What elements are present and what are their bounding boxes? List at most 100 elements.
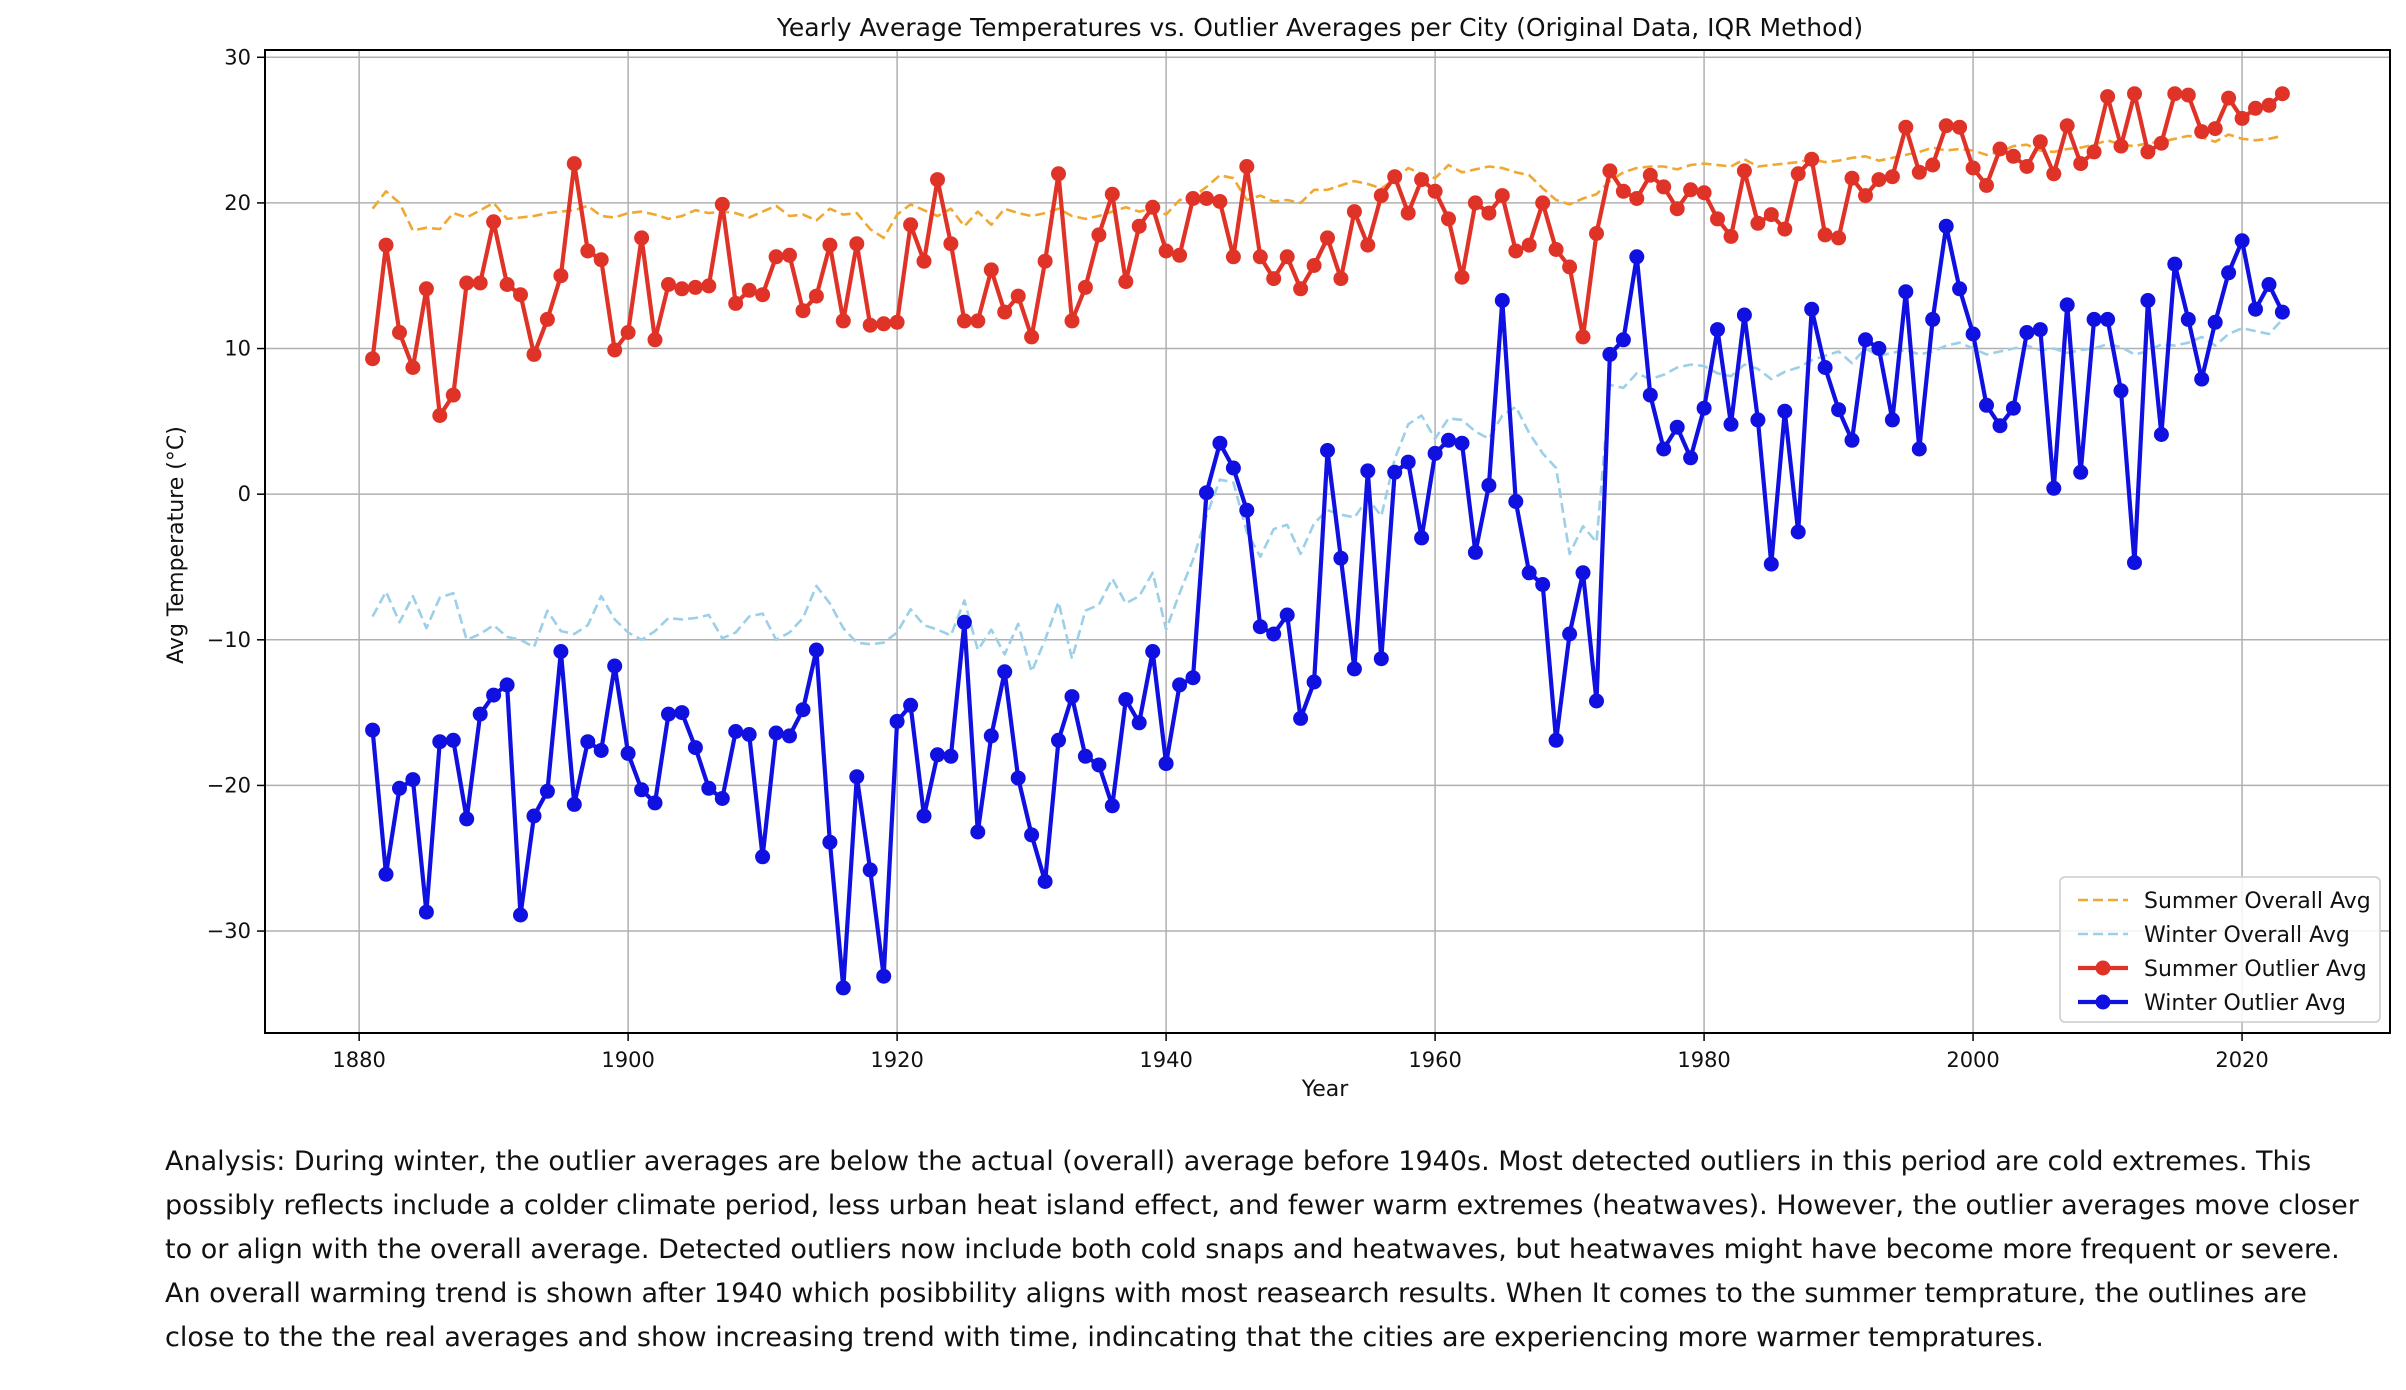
- winter-outlier-avg-point: [983, 728, 999, 744]
- winter-outlier-avg-point: [647, 795, 663, 811]
- summer-outlier-avg-point: [1293, 281, 1309, 297]
- summer-outlier-avg-point: [1884, 169, 1900, 185]
- summer-outlier-avg-point: [2207, 121, 2223, 137]
- winter-outlier-avg-point: [1602, 346, 1618, 362]
- summer-outlier-avg-point: [1871, 172, 1887, 188]
- winter-outlier-avg-point: [1024, 827, 1040, 843]
- winter-outlier-avg-point: [1683, 450, 1699, 466]
- summer-outlier-avg-point: [1521, 237, 1537, 253]
- winter-outlier-avg-point: [916, 808, 932, 824]
- summer-outlier-avg-point: [1750, 215, 1766, 231]
- winter-outlier-avg-point: [1494, 293, 1510, 308]
- y-axis: 30 20 10 0 −10 −20 −30: [207, 45, 265, 943]
- winter-outlier-avg-point: [1884, 412, 1900, 428]
- summer-outlier-avg-point: [1225, 249, 1241, 265]
- winter-outlier-avg-point: [1508, 494, 1524, 509]
- summer-outlier-avg-point: [1427, 183, 1443, 199]
- x-tick-label: 2020: [2215, 1048, 2268, 1072]
- summer-outlier-avg-point: [768, 249, 784, 265]
- summer-outlier-avg-point: [405, 360, 421, 375]
- summer-outlier-avg-point: [2127, 86, 2142, 102]
- summer-outlier-avg-point: [526, 346, 542, 362]
- winter-outlier-avg-point: [553, 644, 569, 659]
- winter-outlier-avg-point: [1669, 419, 1685, 435]
- winter-outlier-avg-point: [1656, 441, 1672, 457]
- winter-outlier-avg-point: [1804, 301, 1820, 317]
- winter-outlier-avg-point: [741, 727, 757, 742]
- summer-outlier-avg-series: [365, 86, 2290, 423]
- summer-outlier-avg-point: [580, 243, 596, 259]
- summer-outlier-avg-point: [2100, 89, 2116, 105]
- summer-outlier-avg-point: [1266, 271, 1282, 287]
- summer-outlier-avg-point: [983, 262, 999, 278]
- summer-outlier-avg-point: [1400, 205, 1416, 221]
- winter-outlier-avg-point: [2005, 400, 2021, 416]
- winter-outlier-avg-point: [1104, 798, 1120, 814]
- summer-outlier-avg-point: [593, 252, 609, 268]
- summer-outlier-avg-point: [392, 325, 407, 340]
- winter-outlier-avg-point: [2180, 311, 2196, 327]
- winter-outlier-avg-point: [970, 824, 986, 840]
- summer-outlier-avg-point: [956, 313, 972, 329]
- winter-outlier-avg-point: [459, 811, 475, 827]
- summer-outlier-avg-point: [1952, 119, 1968, 135]
- summer-outlier-avg-point: [566, 156, 582, 172]
- x-tick-label: 2000: [1946, 1048, 1999, 1072]
- winter-outlier-avg-point: [768, 725, 784, 741]
- x-tick-label: 1960: [1408, 1048, 1461, 1072]
- summer-outlier-avg-point: [1199, 191, 1214, 206]
- y-tick-label: 20: [224, 191, 251, 215]
- winter-outlier-avg-point: [1911, 441, 1927, 457]
- summer-outlier-avg-point: [2194, 124, 2210, 140]
- winter-outlier-avg-point: [1521, 565, 1537, 581]
- summer-outlier-avg-point: [1172, 247, 1188, 263]
- winter-outlier-avg-point: [903, 697, 919, 713]
- winter-outlier-avg-point: [876, 968, 892, 984]
- winter-outlier-avg-point: [1992, 418, 2008, 434]
- winter-outlier-avg-point: [1844, 432, 1860, 448]
- winter-outlier-avg-point: [1467, 544, 1483, 560]
- summer-outlier-avg-point: [1387, 169, 1403, 185]
- winter-outlier-avg-point: [2127, 555, 2142, 571]
- summer-outlier-avg-point: [1696, 185, 1712, 201]
- summer-outlier-avg-point: [2274, 86, 2290, 102]
- summer-outlier-avg-point: [930, 172, 945, 188]
- winter-outlier-avg-point: [634, 782, 650, 798]
- x-tick-label: 1940: [1139, 1048, 1192, 1072]
- winter-outlier-avg-point: [1185, 670, 1201, 686]
- winter-outlier-avg-point: [2046, 480, 2062, 496]
- winter-outlier-avg-point: [1723, 416, 1739, 432]
- winter-outlier-avg-point: [835, 980, 851, 996]
- winter-outlier-avg-point: [620, 745, 636, 761]
- series-layer: [365, 86, 2290, 996]
- summer-outlier-avg-point: [2059, 118, 2075, 134]
- winter-outlier-avg-point: [1064, 689, 1080, 705]
- winter-outlier-avg-point: [1589, 693, 1604, 709]
- summer-outlier-avg-point: [808, 288, 824, 304]
- winter-outlier-avg-point: [956, 614, 972, 630]
- winter-outlier-avg-point: [687, 740, 703, 756]
- summer-outlier-avg-point: [1898, 119, 1914, 135]
- y-tick-label: 0: [238, 482, 251, 506]
- summer-outlier-avg-point: [1723, 228, 1739, 244]
- winter-outlier-avg-point: [1925, 311, 1941, 327]
- winter-outlier-avg-point: [1320, 443, 1335, 458]
- summer-outlier-avg-point: [687, 279, 703, 295]
- winter-outlier-avg-point: [1575, 565, 1591, 581]
- summer-outlier-avg-point: [714, 196, 730, 212]
- summer-outlier-avg-point: [607, 342, 623, 358]
- winter-outlier-avg-point: [997, 664, 1013, 680]
- winter-outlier-avg-point: [1938, 218, 1954, 234]
- winter-outlier-avg-point: [1158, 756, 1174, 772]
- winter-outlier-avg-point: [2032, 322, 2048, 338]
- summer-outlier-avg-point: [835, 313, 851, 329]
- winter-outlier-avg-point: [1615, 332, 1631, 348]
- summer-outlier-avg-line: [370, 91, 2284, 418]
- winter-outlier-avg-point: [1642, 387, 1658, 403]
- winter-outlier-avg-point: [405, 772, 421, 788]
- summer-outlier-avg-point: [1212, 194, 1228, 209]
- winter-outlier-avg-point: [889, 713, 905, 729]
- winter-outlier-avg-point: [1871, 341, 1887, 356]
- winter-outlier-avg-point: [1266, 626, 1282, 642]
- summer-outlier-avg-point: [2180, 87, 2196, 103]
